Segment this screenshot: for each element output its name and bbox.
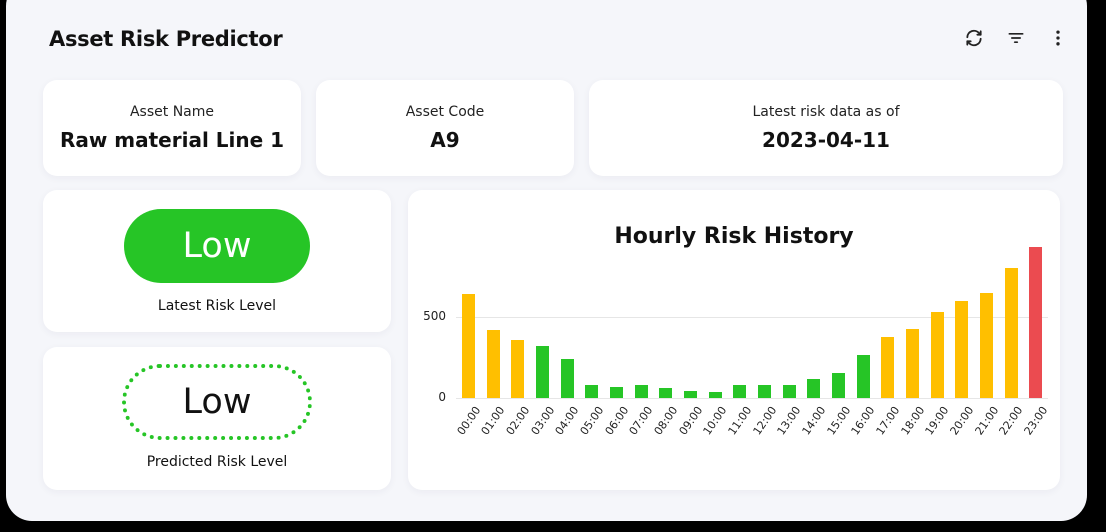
gridline bbox=[456, 398, 1048, 399]
x-tick-label: 08:00 bbox=[651, 404, 681, 438]
bar-1400[interactable] bbox=[807, 378, 821, 398]
bar-1500[interactable] bbox=[831, 372, 845, 398]
latest-date-label: Latest risk data as of bbox=[752, 104, 900, 120]
x-tick-label: 09:00 bbox=[676, 404, 705, 438]
bar-2100[interactable] bbox=[979, 292, 993, 398]
filter-button[interactable] bbox=[1004, 26, 1028, 50]
asset-name-label: Asset Name bbox=[129, 104, 215, 120]
bar-1100[interactable] bbox=[733, 385, 747, 398]
x-tick-label: 07:00 bbox=[626, 404, 656, 438]
asset-name-card: Asset Name Raw material Line 1 bbox=[43, 80, 301, 176]
y-tick-label: 500 bbox=[423, 309, 446, 323]
x-tick-label: 17:00 bbox=[873, 404, 903, 438]
bar-1200[interactable] bbox=[757, 385, 771, 398]
filter-icon bbox=[1008, 33, 1024, 44]
x-tick-label: 00:00 bbox=[454, 404, 483, 438]
bar-1800[interactable] bbox=[905, 329, 919, 398]
y-tick-label: 0 bbox=[438, 390, 446, 404]
x-tick-label: 05:00 bbox=[577, 404, 607, 438]
asset-code-card: Asset Code A9 bbox=[316, 80, 574, 176]
latest-risk-label: Latest Risk Level bbox=[157, 298, 277, 314]
bar-2200[interactable] bbox=[1004, 268, 1018, 398]
x-tick-label: 13:00 bbox=[774, 404, 804, 438]
asset-code-label: Asset Code bbox=[405, 104, 485, 120]
bar-0100[interactable] bbox=[486, 329, 500, 398]
more-options-button[interactable] bbox=[1046, 26, 1070, 50]
latest-risk-badge: Low bbox=[124, 209, 310, 283]
asset-name-value: Raw material Line 1 bbox=[59, 128, 285, 152]
x-tick-label: 16:00 bbox=[848, 404, 878, 438]
bar-2000[interactable] bbox=[955, 300, 969, 398]
x-tick-label: 22:00 bbox=[996, 404, 1026, 438]
bar-0000[interactable] bbox=[461, 294, 475, 398]
hourly-risk-bar-chart: 0 500 00:00 01:00 02:00 03:00 04:00 05:00 06:00 0… bbox=[408, 190, 1060, 490]
latest-date-card: Latest risk data as of 2023-04-11 bbox=[589, 80, 1063, 176]
toolbar bbox=[962, 26, 1070, 50]
x-tick-label: 06:00 bbox=[602, 404, 631, 438]
x-tick-label: 21:00 bbox=[972, 404, 1001, 438]
more-options-icon bbox=[1056, 30, 1060, 46]
bar-0900[interactable] bbox=[683, 390, 697, 398]
bar-1300[interactable] bbox=[782, 385, 796, 398]
gridline bbox=[456, 317, 1048, 318]
predicted-risk-card: Low Predicted Risk Level bbox=[43, 347, 391, 490]
bar-1700[interactable] bbox=[881, 337, 895, 398]
bar-0300[interactable] bbox=[535, 346, 549, 398]
x-tick-label: 12:00 bbox=[750, 404, 779, 438]
bar-0600[interactable] bbox=[609, 386, 623, 398]
bar-0700[interactable] bbox=[634, 385, 648, 398]
bar-0200[interactable] bbox=[511, 339, 525, 398]
x-tick-label: 15:00 bbox=[824, 404, 853, 438]
x-tick-label: 23:00 bbox=[1021, 404, 1051, 438]
bar-1900[interactable] bbox=[930, 312, 944, 398]
x-tick-label: 11:00 bbox=[725, 404, 755, 438]
refresh-icon bbox=[966, 29, 982, 47]
bar-0800[interactable] bbox=[659, 388, 673, 398]
predicted-risk-label: Predicted Risk Level bbox=[146, 454, 288, 470]
latest-risk-card: Low Latest Risk Level bbox=[43, 190, 391, 332]
bar-0400[interactable] bbox=[560, 359, 574, 398]
x-tick-label: 14:00 bbox=[799, 404, 829, 438]
x-tick-label: 03:00 bbox=[528, 404, 557, 438]
bar-2300[interactable] bbox=[1029, 247, 1043, 398]
predicted-risk-badge: Low bbox=[122, 364, 312, 440]
latest-date-value: 2023-04-11 bbox=[762, 128, 890, 152]
hourly-risk-chart-card: Hourly Risk History 0 500 00:00 01:00 02:00 0… bbox=[408, 190, 1060, 490]
refresh-button[interactable] bbox=[962, 26, 986, 50]
x-tick-label: 02:00 bbox=[503, 404, 533, 438]
chart-title: Hourly Risk History bbox=[614, 224, 854, 249]
x-tick-label: 20:00 bbox=[947, 404, 977, 438]
x-tick-label: 04:00 bbox=[552, 404, 582, 438]
x-tick-label: 19:00 bbox=[922, 404, 952, 438]
x-tick-label: 18:00 bbox=[898, 404, 927, 438]
bar-1000[interactable] bbox=[708, 391, 722, 398]
x-tick-label: 01:00 bbox=[478, 404, 508, 438]
page-title: Asset Risk Predictor bbox=[49, 27, 283, 51]
bar-0500[interactable] bbox=[585, 385, 599, 398]
asset-code-value: A9 bbox=[430, 128, 460, 152]
x-tick-label: 10:00 bbox=[700, 404, 730, 438]
bar-1600[interactable] bbox=[856, 355, 870, 398]
